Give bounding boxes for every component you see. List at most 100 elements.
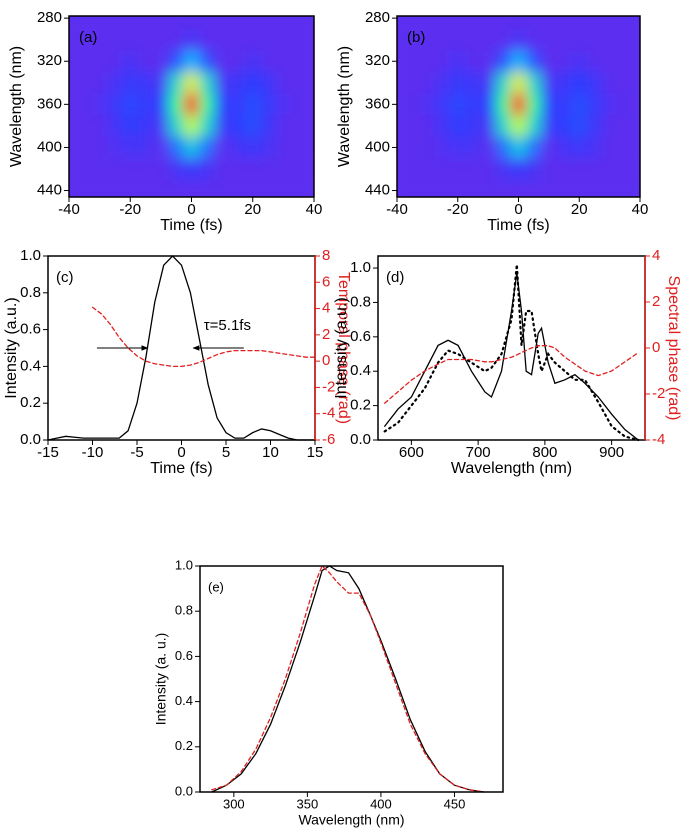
heatmap-cell: [397, 16, 405, 29]
heatmap-cell: [465, 115, 481, 137]
x-tick-label: 800: [532, 444, 557, 461]
heatmap-cell: [450, 28, 466, 51]
panel: -40 -20 0 20 40 280 320 360 400 440 (b) Time (fs) Wa…: [336, 9, 649, 234]
panel-label: (e): [208, 579, 224, 594]
x-tick-label: -15: [37, 444, 59, 461]
heatmap-cell: [91, 136, 108, 159]
heatmap-cell: [586, 136, 603, 159]
heatmap-cell: [275, 50, 292, 73]
heatmap-cell: [199, 72, 215, 94]
heatmap-cell: [76, 136, 92, 159]
heatmap-cell: [291, 158, 307, 180]
heatmap-cell: [404, 72, 420, 94]
y-tick-label: 360: [365, 95, 390, 112]
y-tick-label: 0.4: [175, 693, 193, 708]
x-tick-label: 5: [222, 444, 230, 461]
heatmap-cell: [107, 179, 123, 197]
heatmap-cell: [602, 50, 618, 73]
heatmap-cell: [76, 16, 92, 29]
heatmap-cell: [245, 179, 261, 197]
heatmap-cell: [76, 158, 92, 180]
heatmap-cell: [168, 50, 184, 73]
heatmap-cell: [556, 93, 572, 116]
heatmap-cell: [214, 179, 230, 197]
x-axis-title: Time (fs): [160, 217, 223, 234]
heatmap-cell: [168, 16, 184, 29]
heatmap-cell: [450, 93, 466, 116]
heatmap-cell: [291, 28, 307, 51]
heatmap-cell: [275, 16, 292, 29]
heatmap-cell: [541, 93, 557, 116]
heatmap-cell: [306, 158, 314, 180]
heatmap-cell: [122, 50, 138, 73]
heatmap-cell: [153, 16, 169, 29]
y-tick-label: 1.0: [175, 557, 193, 572]
heatmap-cell: [480, 16, 496, 29]
heatmap-cell: [450, 16, 466, 29]
heatmap-cell: [465, 28, 481, 51]
heatmap-cell: [495, 50, 511, 73]
heatmap-cell: [419, 179, 435, 197]
heatmap-cell: [404, 136, 420, 159]
y-tick-label: 0.8: [20, 284, 41, 301]
heatmap-cell: [91, 179, 108, 197]
heatmap-cell: [632, 50, 640, 73]
heatmap-cell: [137, 50, 154, 73]
heatmap-cell: [122, 93, 138, 116]
heatmap-cell: [260, 158, 276, 180]
heatmap-cell: [137, 179, 154, 197]
heatmap-cell: [450, 136, 466, 159]
y-tick-label: 1.0: [350, 259, 371, 276]
heatmap-cell: [306, 28, 314, 51]
heatmap-cell: [214, 50, 230, 73]
annotation: τ=5.1fs: [204, 317, 251, 334]
heatmap-cell: [617, 115, 633, 137]
heatmap-cell: [107, 72, 123, 94]
y-tick-label: 280: [37, 9, 62, 26]
heatmap-cell: [450, 72, 466, 94]
heatmap-cell: [556, 50, 572, 73]
heatmap-cell: [495, 28, 511, 51]
heatmap-cell: [617, 28, 633, 51]
heatmap-cell: [137, 158, 154, 180]
heatmap-cell: [153, 72, 169, 94]
x-tick-label: 450: [444, 796, 466, 811]
heatmap-cell: [91, 72, 108, 94]
y-tick-label: 0.2: [350, 397, 371, 414]
heatmap-cell: [617, 72, 633, 94]
heatmap-cell: [275, 158, 292, 180]
heatmap-cell: [214, 28, 230, 51]
heatmap-cell: [153, 50, 169, 73]
heatmap-cell: [122, 136, 138, 159]
heatmap-cell: [404, 50, 420, 73]
heatmap-cell: [260, 50, 276, 73]
heatmap-cell: [404, 93, 420, 116]
x-axis-title: Wavelength (nm): [451, 460, 572, 477]
y2-tick-label: 0: [322, 352, 330, 369]
heatmap-cell: [556, 28, 572, 51]
heatmap-cell: [617, 136, 633, 159]
heatmap-cell: [275, 28, 292, 51]
heatmap-cell: [168, 28, 184, 51]
y-axis-title: Wavelength (nm): [336, 46, 353, 167]
panel-label: (a): [79, 29, 97, 46]
heatmap-cell: [153, 136, 169, 159]
y2-tick-label: 2: [652, 293, 660, 310]
x-tick-label: 40: [632, 201, 649, 218]
heatmap-cell: [632, 115, 640, 137]
heatmap-cell: [245, 158, 261, 180]
heatmap-cell: [404, 179, 420, 197]
heatmap-cell: [183, 50, 200, 73]
heatmap-cell: [495, 16, 511, 29]
heatmap-cell: [495, 158, 511, 180]
heatmap-cell: [183, 115, 200, 137]
heatmap-cell: [434, 72, 451, 94]
y-tick-label: 440: [37, 182, 62, 199]
x-tick-label: -20: [447, 201, 469, 218]
heatmap-cell: [260, 115, 276, 137]
heatmap-cell: [397, 179, 405, 197]
x-tick-label: -5: [130, 444, 143, 461]
heatmap-cell: [291, 50, 307, 73]
heatmap-cell: [76, 115, 92, 137]
heatmap-cell: [526, 115, 542, 137]
